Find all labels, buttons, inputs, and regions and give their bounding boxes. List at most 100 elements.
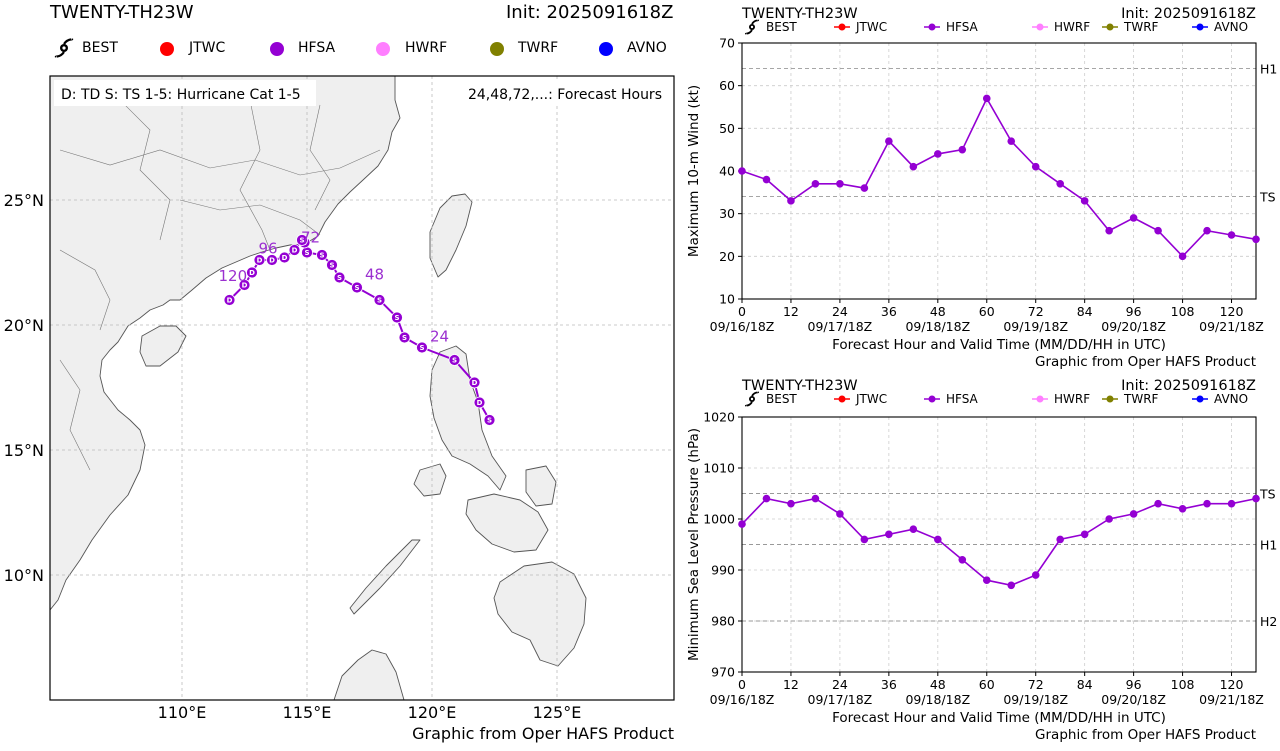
track-point-cat-48: S [354, 284, 359, 292]
legend-dot-hfsa-icon [928, 395, 936, 403]
map-footer: Graphic from Oper HAFS Product [412, 724, 674, 743]
data-point-hfsa-114 [1203, 226, 1211, 235]
x-tick-label: 84 [1077, 304, 1093, 319]
ref-label-ts: TS [1259, 190, 1276, 205]
track-point-18 [448, 354, 461, 366]
y-tick-label: 20 [719, 249, 735, 264]
track-point-cat-66: S [319, 252, 324, 260]
x-tick-label: 96 [1126, 304, 1142, 319]
ref-label-h1: H1 [1260, 62, 1277, 77]
data-point-hfsa-78 [1056, 180, 1064, 188]
legend-label-jtwc: JTWC [189, 40, 226, 56]
track-point-cat-72: S [304, 249, 309, 257]
chart-init: Init: 2025091618Z [1121, 378, 1256, 394]
lat-tick-20n: 20°N [4, 316, 44, 335]
legend-dot-hwrf-icon [1036, 23, 1044, 31]
legend-label-best: BEST [766, 392, 797, 406]
track-hour-label-96: 96 [259, 240, 278, 258]
track-hour-label-72: 72 [301, 229, 320, 247]
date-tick-label: 09/16/18Z [710, 319, 775, 334]
map-init: Init: 2025091618Z [506, 2, 674, 23]
track-point-cat-84: S [299, 237, 304, 245]
date-tick-label: 09/18/18Z [905, 692, 970, 707]
chart-svg-0: TWENTY-TH23W Init: 2025091618Z BEST JTWC HFS… [686, 6, 1277, 370]
plot-frame [741, 42, 1257, 300]
land-mindoro [413, 463, 447, 497]
data-point-hfsa-66 [1007, 581, 1016, 590]
data-point-hfsa-42 [909, 525, 918, 533]
y-tick-label: 60 [719, 78, 735, 93]
legend-dot-twrf-icon [1106, 23, 1114, 31]
track-point-cat-60: S [329, 262, 334, 270]
data-point-hfsa-30 [860, 535, 869, 544]
track-point-126 [223, 294, 236, 306]
x-tick-label: 84 [1077, 677, 1093, 692]
twrf-dot-icon [490, 42, 504, 56]
lat-tick-25n: 25°N [4, 191, 44, 210]
chart-footer: Graphic from Oper HAFS Product [1035, 727, 1256, 743]
info-right: 24,48,72,...: Forecast Hours [468, 87, 662, 103]
data-point-hfsa-0 [738, 167, 746, 175]
x-tick-label: 24 [832, 677, 848, 692]
track-hour-label-24: 24 [430, 328, 449, 346]
y-tick-label: 990 [711, 563, 735, 578]
legend-dot-twrf-icon [1106, 395, 1114, 403]
data-point-hfsa-108 [1178, 505, 1187, 513]
plot-frame [741, 416, 1257, 673]
land-taiwan [429, 193, 473, 278]
track-point-30 [398, 331, 411, 344]
track-point-54 [333, 271, 346, 284]
legend-dot-hfsa-icon [928, 23, 936, 31]
data-point-hfsa-24 [836, 180, 844, 188]
x-tick-label: 36 [881, 677, 897, 692]
info-box-left [54, 80, 316, 106]
data-point-hfsa-66 [1007, 137, 1016, 145]
x-tick-label: 108 [1171, 677, 1195, 692]
track-point-cat-108: D [257, 257, 263, 265]
y-tick-label: 70 [719, 36, 735, 51]
data-point-hfsa-114 [1203, 499, 1211, 508]
data-point-hfsa-36 [885, 137, 893, 145]
legend-label-hfsa: HFSA [946, 392, 979, 406]
x-tick-label: 48 [930, 677, 946, 692]
track-point-108 [253, 254, 266, 266]
date-tick-label: 09/17/18Z [808, 319, 873, 334]
track-point-42 [373, 294, 386, 306]
legend-dot-jtwc-icon [838, 395, 846, 403]
wind-chart: TWENTY-TH23W Init: 2025091618Z BEST JTWC HFS… [680, 0, 1280, 372]
data-point-hfsa-48 [934, 535, 942, 544]
data-point-hfsa-102 [1154, 499, 1162, 508]
x-tick-label: 120 [1220, 677, 1244, 692]
chart-init: Init: 2025091618Z [1121, 6, 1256, 22]
track-point-cat-24: S [419, 344, 424, 352]
x-tick-label: 72 [1028, 677, 1044, 692]
hfsa-track: SDDSSSSSSSSSSSSDDDDDDD24487296120 [219, 229, 496, 426]
land-luzon [429, 345, 507, 491]
x-tick-label: 60 [979, 677, 995, 692]
legend-dot-avno-icon [1196, 23, 1204, 31]
legend-label-jtwc: JTWC [855, 20, 887, 34]
track-point-0 [483, 414, 496, 426]
legend-label-hwrf: HWRF [1054, 392, 1090, 406]
track-point-24 [416, 341, 428, 354]
legend-label-best: BEST [766, 20, 797, 34]
legend-label-best: BEST [82, 40, 118, 56]
data-point-hfsa-126 [1252, 235, 1260, 244]
legend-label-twrf: TWRF [1123, 20, 1159, 34]
legend-label-twrf: TWRF [1123, 392, 1159, 406]
date-tick-label: 09/19/18Z [1003, 319, 1068, 334]
data-point-hfsa-18 [811, 180, 820, 188]
x-tick-label: 48 [930, 304, 946, 319]
track-point-90 [288, 244, 301, 256]
x-tick-label: 60 [979, 304, 995, 319]
track-point-66 [316, 249, 328, 261]
track-point-cat-30: S [402, 334, 407, 342]
track-point-cat-36: S [394, 314, 399, 322]
chart-footer: Graphic from Oper HAFS Product [1035, 354, 1256, 370]
date-tick-label: 09/19/18Z [1003, 692, 1068, 707]
track-point-cat-96: D [282, 254, 288, 262]
map-title: TWENTY-TH23W [50, 2, 194, 23]
track-point-96 [278, 251, 291, 264]
data-point-hfsa-90 [1105, 226, 1113, 235]
track-point-120 [238, 279, 251, 291]
